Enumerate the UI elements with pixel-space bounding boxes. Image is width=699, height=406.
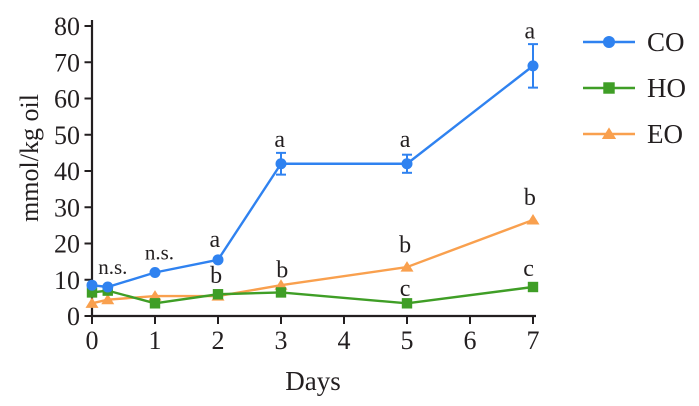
square-legend-swatch-icon (583, 82, 635, 94)
x-axis-title: Days (285, 366, 341, 396)
circle-marker (102, 281, 114, 293)
y-tick-label: 0 (67, 302, 80, 331)
significance-label: n.s. (145, 241, 174, 265)
triangle-marker (526, 213, 540, 225)
significance-label: c (523, 256, 534, 282)
circle-marker (275, 158, 287, 170)
x-tick-label: 5 (401, 326, 414, 355)
square-marker (86, 287, 98, 298)
series (85, 43, 540, 309)
y-axis-title: mmol/kg oil (15, 94, 44, 222)
legend-item-co: CO (583, 24, 686, 60)
y-tick-label: 70 (54, 48, 80, 77)
square-marker (527, 281, 539, 293)
significance-label: b (276, 258, 288, 284)
square-marker (603, 82, 615, 94)
legend-label: EO (647, 118, 683, 149)
triangle-marker (101, 293, 115, 305)
triangle-marker (274, 279, 288, 290)
significance-label: a (400, 127, 411, 153)
square-marker (401, 298, 413, 309)
significance-label: b (399, 232, 411, 258)
triangle-marker (601, 127, 617, 139)
circle-marker (401, 158, 413, 170)
legend-item-ho: HO (583, 70, 686, 106)
triangle-marker (85, 297, 99, 308)
series-markers-eo (85, 213, 540, 308)
y-axis-ticks: 0 10 20 30 40 50 60 70 80 (54, 12, 92, 331)
y-tick-label: 60 (54, 85, 80, 114)
significance-label: a (210, 227, 221, 253)
series-co (86, 43, 539, 293)
significance-label: a (525, 18, 536, 44)
y-tick-label: 80 (54, 12, 80, 41)
significance-label: a (274, 127, 285, 153)
circle-marker (602, 35, 616, 49)
y-tick-label: 20 (54, 230, 80, 259)
circle-marker (212, 254, 224, 266)
triangle-marker (400, 261, 414, 272)
triangle-legend-swatch-icon (583, 127, 635, 139)
x-axis-ticks: 0 1 2 3 4 5 6 7 (86, 316, 540, 355)
significance-label: c (400, 276, 411, 302)
x-tick-label: 1 (149, 326, 162, 355)
circle-legend-swatch-icon (583, 35, 635, 49)
y-tick-label: 50 (54, 121, 80, 150)
x-tick-label: 2 (212, 326, 225, 355)
circle-marker (86, 279, 98, 291)
series-markers-co (86, 60, 539, 293)
legend-label: HO (647, 72, 686, 103)
axes (90, 20, 536, 318)
y-tick-label: 30 (54, 193, 80, 222)
circle-marker (149, 267, 161, 278)
significance-label: n.s. (98, 255, 127, 279)
legend: CO HO EO (583, 24, 686, 162)
significance-label: b (524, 185, 536, 211)
circle-marker (527, 60, 539, 72)
triangle-marker (148, 290, 162, 301)
x-tick-label: 4 (338, 326, 351, 355)
y-tick-label: 10 (54, 266, 80, 295)
x-tick-label: 3 (275, 326, 288, 355)
x-tick-label: 7 (527, 326, 540, 355)
significance-label: b (210, 263, 222, 289)
y-tick-label: 40 (54, 157, 80, 186)
x-tick-label: 0 (86, 326, 99, 355)
x-tick-label: 6 (464, 326, 477, 355)
legend-item-eo: EO (583, 116, 686, 152)
square-marker (212, 289, 224, 300)
legend-label: CO (647, 26, 685, 57)
square-marker (275, 287, 287, 298)
square-marker (149, 298, 161, 309)
